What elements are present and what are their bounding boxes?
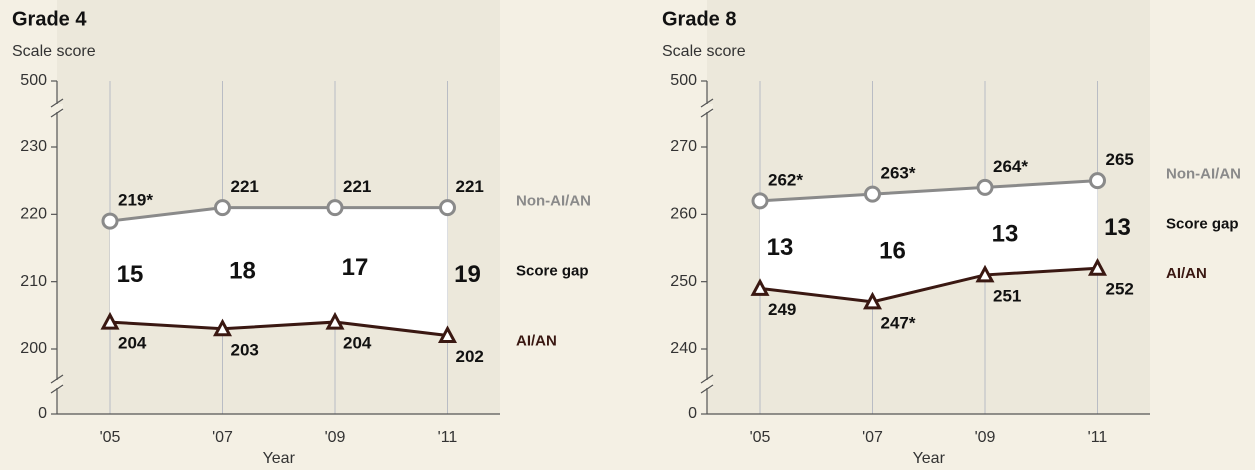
score-gap-label: 13 xyxy=(1104,214,1131,241)
x-axis-title: Year xyxy=(263,450,296,467)
y-tick-label: 270 xyxy=(670,138,697,155)
legend-label: AI/AN xyxy=(1166,265,1207,282)
legend-label: Score gap xyxy=(1166,215,1239,232)
axis-break-gap xyxy=(51,104,63,112)
series-line xyxy=(109,206,448,223)
x-tick-label: '05 xyxy=(100,429,121,446)
score-gap-label: 13 xyxy=(767,234,794,261)
data-label: 221 xyxy=(456,177,484,196)
data-label: 252 xyxy=(1106,280,1134,299)
gap-area xyxy=(760,180,1098,302)
gap-area xyxy=(110,207,448,336)
point xyxy=(976,178,994,196)
point xyxy=(214,199,231,217)
axis-break-gap xyxy=(701,104,713,112)
point xyxy=(975,264,995,283)
y-tick-label: 500 xyxy=(670,72,697,89)
data-label: 264* xyxy=(993,157,1028,176)
point xyxy=(439,199,456,217)
score-gap-label: 16 xyxy=(879,237,906,264)
point xyxy=(751,192,769,210)
legend-label: AI/AN xyxy=(516,333,557,350)
score-gap-label: 17 xyxy=(342,254,369,281)
x-tick-label: '11 xyxy=(438,429,458,446)
chart-title: Grade 4 xyxy=(12,8,87,30)
axis-break xyxy=(700,374,714,384)
series-line xyxy=(109,320,448,338)
y-axis-title: Scale score xyxy=(12,43,96,60)
x-tick-label: '09 xyxy=(325,429,346,446)
data-label: 204 xyxy=(343,334,372,353)
point xyxy=(212,318,233,337)
data-label: 202 xyxy=(456,347,484,366)
data-label: 251 xyxy=(993,286,1021,305)
x-tick-label: '09 xyxy=(975,429,996,446)
data-label: 221 xyxy=(343,177,371,196)
point xyxy=(1089,172,1106,190)
data-label: 262* xyxy=(768,170,803,189)
score-gap-label: 13 xyxy=(992,221,1019,248)
score-gap-label: 19 xyxy=(454,261,481,288)
data-label: 219* xyxy=(118,191,153,210)
panel: Grade 4 Scale score Year '05 '07 '09 '11 0 200 21… xyxy=(12,0,591,467)
axis-break xyxy=(50,384,64,394)
point xyxy=(101,212,119,230)
data-label: 203 xyxy=(231,340,259,359)
y-axis-title: Scale score xyxy=(662,43,746,60)
axis-break xyxy=(700,108,714,118)
x-tick-label: '07 xyxy=(212,429,233,446)
y-tick-label: 210 xyxy=(20,273,47,290)
legend-label: Non-AI/AN xyxy=(516,193,591,210)
series-line xyxy=(759,179,1098,203)
axis-break xyxy=(700,98,714,108)
axis-break xyxy=(50,374,64,384)
x-tick-label: '07 xyxy=(862,429,883,446)
panel: Grade 8 Scale score Year '05 '07 '09 '11 0 240 25… xyxy=(662,0,1241,467)
data-label: 247* xyxy=(881,313,916,332)
legend-label: Non-AI/AN xyxy=(1166,166,1241,183)
data-label: 265 xyxy=(1106,150,1134,169)
point xyxy=(750,278,770,296)
point xyxy=(325,311,345,330)
point xyxy=(862,291,883,310)
x-axis-title: Year xyxy=(913,450,946,467)
y-tick-label: 260 xyxy=(670,206,697,223)
axis-break-gap xyxy=(701,380,713,388)
point xyxy=(864,185,881,203)
legend-label: Score gap xyxy=(516,263,589,280)
axis-break xyxy=(50,98,64,108)
y-tick-label: 0 xyxy=(688,405,697,422)
point xyxy=(326,199,344,217)
y-tick-label: 230 xyxy=(20,138,47,155)
axis-break-gap xyxy=(51,380,63,388)
y-tick-label: 250 xyxy=(670,273,697,290)
point xyxy=(437,325,458,344)
y-tick-label: 220 xyxy=(20,206,47,223)
data-label: 249 xyxy=(768,300,796,319)
chart-title: Grade 8 xyxy=(662,8,736,30)
y-tick-label: 500 xyxy=(20,72,47,89)
x-tick-label: '05 xyxy=(750,429,771,446)
y-tick-label: 200 xyxy=(20,340,47,357)
y-tick-label: 0 xyxy=(38,405,47,422)
data-label: 204 xyxy=(118,334,147,353)
y-tick-label: 240 xyxy=(670,340,697,357)
data-label: 263* xyxy=(881,164,916,183)
series-line xyxy=(759,266,1098,304)
score-gap-label: 15 xyxy=(117,261,144,288)
point xyxy=(1087,258,1108,276)
axis-break xyxy=(700,384,714,394)
point xyxy=(100,311,120,330)
score-gap-label: 18 xyxy=(229,258,256,285)
axis-break xyxy=(50,108,64,118)
x-tick-label: '11 xyxy=(1088,429,1108,446)
data-label: 221 xyxy=(231,177,259,196)
